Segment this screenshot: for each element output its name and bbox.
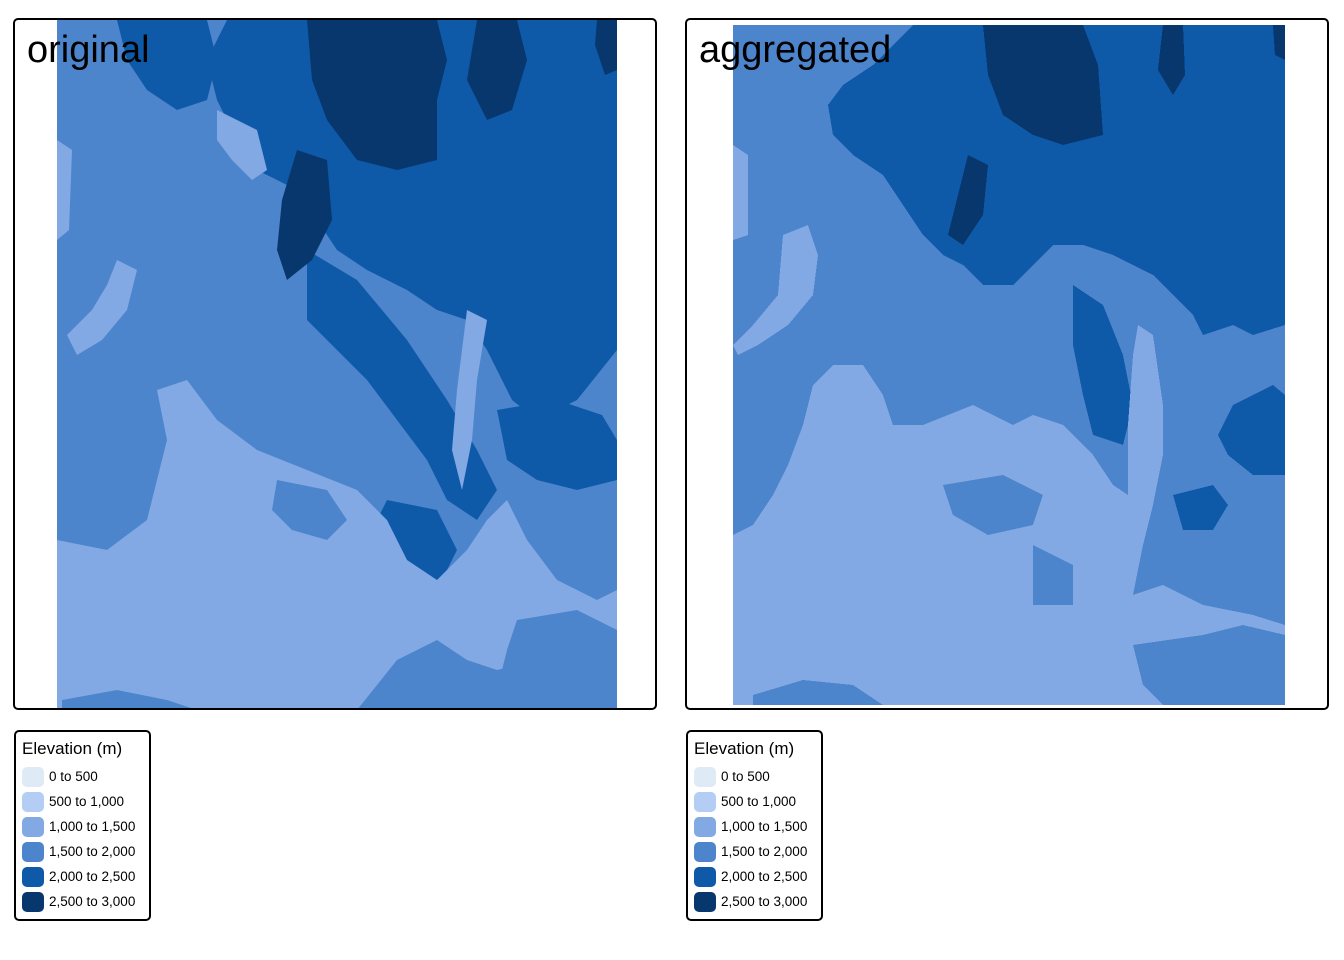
legend-item: 0 to 500 bbox=[694, 764, 815, 789]
legend-item: 1,500 to 2,000 bbox=[22, 839, 143, 864]
legend-swatch bbox=[22, 841, 44, 862]
legend-item: 2,500 to 3,000 bbox=[694, 889, 815, 914]
legend-item: 0 to 500 bbox=[22, 764, 143, 789]
legend-original: Elevation (m) 0 to 500 500 to 1,000 1,000 … bbox=[14, 730, 151, 921]
map-panel-original: original bbox=[13, 18, 657, 710]
elevation-raster-original bbox=[57, 20, 617, 708]
legend-swatch bbox=[694, 866, 716, 887]
legend-label: 1,500 to 2,000 bbox=[721, 844, 808, 859]
legend-label: 0 to 500 bbox=[721, 769, 770, 784]
legend-swatch bbox=[694, 891, 716, 912]
legend-aggregated: Elevation (m) 0 to 500 500 to 1,000 1,000 … bbox=[686, 730, 823, 921]
legend-title: Elevation (m) bbox=[694, 739, 795, 758]
panel-title-original: original bbox=[27, 29, 150, 71]
legend-swatch bbox=[22, 891, 44, 912]
map-panel-aggregated: aggregated bbox=[685, 18, 1329, 710]
elevation-raster-aggregated bbox=[733, 25, 1285, 705]
legend-item: 1,000 to 1,500 bbox=[22, 814, 143, 839]
legend-swatch bbox=[694, 791, 716, 812]
legend-label: 1,500 to 2,000 bbox=[49, 844, 136, 859]
legend-item: 2,500 to 3,000 bbox=[22, 889, 143, 914]
legend-label: 500 to 1,000 bbox=[721, 794, 797, 809]
legend-title: Elevation (m) bbox=[22, 739, 123, 758]
legend-item: 500 to 1,000 bbox=[22, 789, 143, 814]
legend-item: 1,000 to 1,500 bbox=[694, 814, 815, 839]
legend-item: 2,000 to 2,500 bbox=[694, 864, 815, 889]
legend-swatch bbox=[22, 791, 44, 812]
legend-label: 2,500 to 3,000 bbox=[721, 894, 808, 909]
legend-item: 500 to 1,000 bbox=[694, 789, 815, 814]
legend-label: 1,000 to 1,500 bbox=[49, 819, 136, 834]
legend-label: 0 to 500 bbox=[49, 769, 98, 784]
legend-swatch bbox=[22, 866, 44, 887]
legend-item: 2,000 to 2,500 bbox=[22, 864, 143, 889]
legend-label: 2,500 to 3,000 bbox=[49, 894, 136, 909]
legend-swatch bbox=[22, 766, 44, 787]
legend-label: 2,000 to 2,500 bbox=[49, 869, 136, 884]
legend-item: 1,500 to 2,000 bbox=[694, 839, 815, 864]
legend-label: 2,000 to 2,500 bbox=[721, 869, 808, 884]
legend-label: 1,000 to 1,500 bbox=[721, 819, 808, 834]
legend-items: 0 to 500 500 to 1,000 1,000 to 1,500 1,500 … bbox=[22, 764, 143, 914]
legend-items: 0 to 500 500 to 1,000 1,000 to 1,500 1,500 … bbox=[694, 764, 815, 914]
legend-label: 500 to 1,000 bbox=[49, 794, 125, 809]
legend-swatch bbox=[694, 841, 716, 862]
legend-swatch bbox=[694, 816, 716, 837]
legend-swatch bbox=[694, 766, 716, 787]
legend-swatch bbox=[22, 816, 44, 837]
panel-title-aggregated: aggregated bbox=[699, 29, 892, 71]
